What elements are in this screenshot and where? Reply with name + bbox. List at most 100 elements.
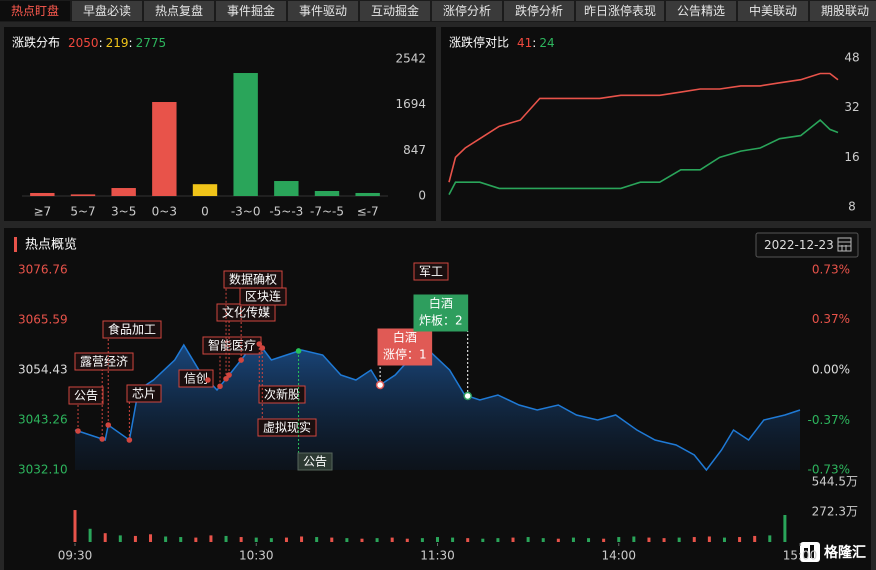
annotation[interactable]: 芯片 [126,384,162,443]
annotation-text: 虚拟现实 [263,420,311,435]
volume-bar [179,537,183,542]
tab[interactable] [432,1,502,21]
volume-bar [118,535,122,542]
tab-label[interactable]: 公告精选 [677,4,725,18]
tab-label[interactable]: 跌停分析 [515,3,563,18]
annotation-box [239,287,287,306]
volume-bar [632,536,636,542]
volume-tick-label: 272.3万 [812,504,858,518]
summary-value: 2050 [68,36,99,50]
volume-bar [436,537,439,542]
volume-bar [707,536,711,542]
annotation-box [377,328,433,366]
y-tick-label: 32 [844,100,859,114]
annotation[interactable]: 露营经济 [74,352,134,442]
volume-bar [133,535,137,542]
bar [192,184,218,196]
volume-bar [360,538,364,542]
annotation[interactable]: 公告 [68,386,104,434]
annotation-text: 区块连 [245,289,281,304]
annotation-text: 军工 [419,265,443,279]
tab-label[interactable]: 事件驱动 [299,4,347,18]
annotation[interactable]: 次新股 [256,341,306,404]
annotation[interactable]: 军工 [413,262,449,281]
x-tick-label: 5~7 [70,205,95,219]
tab[interactable] [144,1,214,21]
tab-label[interactable]: 热点盯盘 [11,3,59,18]
summary-value: 2775 [136,36,167,50]
tab[interactable] [738,1,808,21]
volume-bar [617,537,621,542]
annotation[interactable]: 区块连 [238,287,287,363]
price-area [75,340,800,470]
tab[interactable] [288,1,358,21]
volume-bar [405,538,409,542]
volume-bar [254,537,258,542]
volume-bar [511,537,515,542]
annotation[interactable]: 文化传媒 [216,303,276,378]
summary-value: 41 [517,36,532,50]
tab[interactable] [360,1,430,21]
tab-label[interactable]: 早盘必读 [83,3,131,18]
bar [274,181,299,196]
summary-value: 219 [106,36,129,50]
volume-bar [768,535,772,542]
annotation[interactable]: 虚拟现实 [257,345,317,437]
annotation-detail: 涨停：1 [383,347,427,362]
x-tick-label: 3~5 [111,205,136,219]
y-tick-label: 3043.26 [18,413,68,427]
bar [233,73,258,196]
annotation[interactable]: 食品加工 [102,320,162,428]
annotation[interactable]: 智能医疗 [202,336,262,390]
annotation-text: 食品加工 [108,322,156,337]
tab-label[interactable]: 事件掘金 [227,3,275,18]
tab[interactable] [0,1,70,21]
tab[interactable] [666,1,736,21]
annotation[interactable]: 数据确权 [223,270,283,382]
summary-value: 24 [539,36,554,50]
y2-tick-label: -0.37% [808,413,850,427]
volume-bar [239,537,243,542]
date-picker[interactable] [755,232,859,258]
y2-tick-label: 0.37% [812,312,850,326]
annotation-text: 白酒 [393,330,417,345]
tab-label[interactable]: 涨停分析 [443,3,491,18]
volume-bar [164,536,168,542]
annotation-point [256,341,263,347]
tab[interactable] [576,1,664,21]
tab-label[interactable]: 互动掘金 [371,3,419,18]
volume-bar [496,538,500,542]
y-tick-label: 1694 [395,97,426,111]
tab-label[interactable]: 中美联动 [749,3,797,18]
annotation-point [375,380,385,390]
tab[interactable] [216,1,286,21]
annotation[interactable]: 公告 [295,348,333,471]
y-tick-label: 3032.10 [18,463,68,477]
x-tick-label: -7~-5 [310,205,344,219]
tab[interactable] [504,1,574,21]
x-tick-label: -5~-3 [269,205,303,219]
series-line [448,119,839,195]
tab-label[interactable]: 期股联动 [821,4,869,18]
annotation-point [99,436,105,442]
logo-icon [800,542,820,562]
volume-bar [481,538,485,542]
x-tick-label: 09:30 [58,549,93,563]
tab-label[interactable]: 热点复盘 [155,3,203,18]
annotation-box [413,262,449,281]
tab[interactable] [810,1,876,21]
bar [111,188,136,196]
tab[interactable] [72,1,142,21]
bar [30,192,55,196]
separator: : [532,36,536,50]
annotation[interactable]: 信创 [178,369,214,388]
volume-bar [284,537,288,542]
y2-tick-label: 0.00% [812,363,850,377]
y-tick-label: 3065.59 [18,313,68,327]
volume-bar [209,535,213,542]
y-tick-label: 16 [844,150,859,164]
tab-label[interactable]: 昨日涨停表现 [584,3,656,18]
